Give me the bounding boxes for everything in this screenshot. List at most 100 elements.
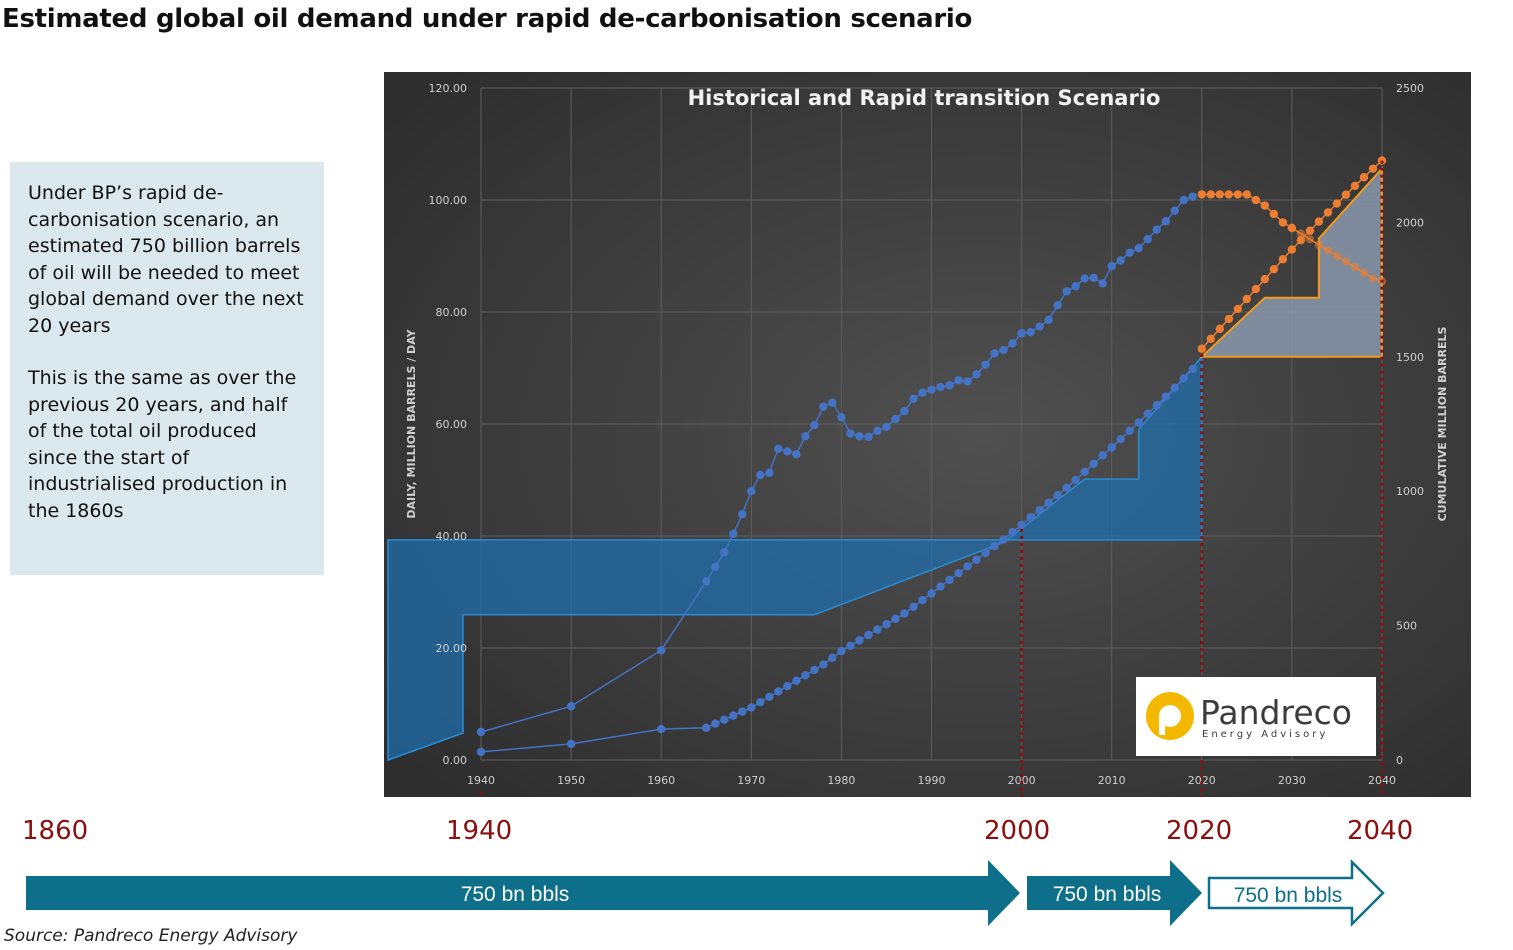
rapid-transition-cumulative-point bbox=[1278, 255, 1288, 264]
rapid-transition-cumulative-point bbox=[1314, 217, 1324, 226]
x-tick-label: 1960 bbox=[647, 774, 675, 787]
historical-cumulative-point bbox=[1134, 418, 1143, 427]
historical-cumulative-point bbox=[783, 681, 792, 691]
historical-cumulative-point bbox=[1026, 513, 1035, 522]
y-tick-label: 0.00 bbox=[443, 754, 468, 767]
historical-daily-demand-point bbox=[1116, 256, 1125, 265]
historical-daily-demand-point bbox=[999, 345, 1008, 355]
callout-paragraph-1: Under BP’s rapid de-carbonisation scenar… bbox=[28, 182, 304, 337]
historical-cumulative-point bbox=[810, 665, 819, 675]
y2-tick-label: 500 bbox=[1396, 620, 1417, 633]
page-title: Estimated global oil demand under rapid … bbox=[2, 4, 973, 34]
chart-title: Historical and Rapid transition Scenario bbox=[688, 86, 1161, 110]
historical-cumulative-point bbox=[873, 625, 882, 634]
historical-daily-demand-point bbox=[1107, 261, 1116, 271]
pandreco-logo: Pandreco Energy Advisory bbox=[1136, 677, 1376, 756]
y2-axis-label: CUMULATIVE MILLION BARRELS bbox=[1436, 327, 1449, 522]
y2-tick-label: 1000 bbox=[1396, 485, 1424, 498]
timeline-year-1860: 1860 bbox=[22, 816, 89, 846]
historical-daily-demand-point bbox=[1134, 243, 1143, 253]
historical-cumulative-point bbox=[756, 698, 765, 707]
rapid-transition-cumulative-point bbox=[1242, 294, 1252, 304]
historical-cumulative-point bbox=[1125, 426, 1134, 435]
historical-cumulative-line bbox=[480, 368, 1194, 753]
historical-cumulative-point bbox=[765, 692, 774, 702]
historical-daily-demand-point bbox=[828, 398, 837, 407]
historical-daily-demand-point bbox=[1035, 322, 1044, 331]
historical-cumulative-point bbox=[828, 653, 837, 663]
historical-cumulative-point bbox=[1062, 483, 1071, 492]
historical-daily-demand-line bbox=[480, 195, 1194, 733]
historical-daily-demand-point bbox=[702, 577, 711, 586]
historical-cumulative-point bbox=[1143, 409, 1152, 418]
arrow-2000-2020-label: 750 bn bbls bbox=[1053, 883, 1162, 906]
rapid-transition-cumulative-point bbox=[1305, 226, 1315, 235]
y2-tick-label: 0 bbox=[1396, 754, 1403, 767]
timeline-year-2000: 2000 bbox=[984, 816, 1051, 846]
historical-cumulative-point bbox=[882, 620, 891, 629]
arrow-1860-2000 bbox=[26, 860, 1020, 926]
y2-tick-label: 2500 bbox=[1396, 82, 1424, 95]
y-axis-label: DAILY, MILLION BARRELS / DAY bbox=[405, 328, 418, 518]
arrow-2020-2040 bbox=[1207, 858, 1385, 928]
historical-cumulative-point bbox=[819, 660, 828, 669]
historical-daily-demand-point bbox=[1179, 195, 1188, 205]
historical-daily-demand-point bbox=[774, 444, 783, 453]
historical-cumulative-point bbox=[1035, 505, 1044, 515]
arrow-2020-2040-label: 750 bn bbls bbox=[1234, 884, 1343, 907]
historical-cumulative-point bbox=[774, 687, 783, 696]
historical-daily-demand-point bbox=[657, 646, 666, 655]
rapid-transition-cumulative-point bbox=[1233, 304, 1243, 314]
historical-daily-demand-point bbox=[1170, 206, 1179, 215]
historical-cumulative-point bbox=[990, 542, 999, 551]
x-tick-label: 2040 bbox=[1368, 774, 1396, 787]
timeline-year-2020: 2020 bbox=[1166, 816, 1233, 846]
historical-cumulative-point bbox=[657, 724, 666, 734]
y-tick-label: 60.00 bbox=[436, 418, 468, 431]
historical-daily-demand-point bbox=[1125, 248, 1134, 257]
historical-cumulative-point bbox=[846, 641, 855, 650]
arrow-2000-2020 bbox=[1027, 860, 1202, 926]
rapid-transition-daily-demand-point bbox=[1332, 251, 1342, 261]
historical-daily-demand-point bbox=[720, 548, 729, 557]
historical-cumulative-point bbox=[1152, 400, 1161, 410]
timeline-arrows: 750 bn bbls 750 bn bbls 750 bn bbls bbox=[26, 858, 1385, 928]
historical-daily-demand-point bbox=[954, 376, 963, 385]
rapid-transition-daily-demand-point bbox=[1215, 190, 1225, 199]
historical-daily-demand-point bbox=[1053, 301, 1062, 310]
rapid-transition-daily-demand-point bbox=[1242, 190, 1252, 199]
historical-daily-demand-point bbox=[1044, 315, 1053, 325]
rapid-transition-daily-demand-point bbox=[1296, 229, 1306, 238]
historical-daily-demand-point bbox=[1098, 279, 1107, 288]
historical-cumulative-point bbox=[1098, 451, 1107, 460]
historical-daily-demand-point bbox=[1161, 217, 1170, 226]
historical-daily-demand-point bbox=[900, 406, 909, 416]
historical-cumulative-point bbox=[1170, 383, 1179, 392]
historical-daily-demand-point bbox=[1080, 274, 1089, 283]
x-tick-label: 2030 bbox=[1278, 774, 1306, 787]
source-note: Source: Pandreco Energy Advisory bbox=[4, 926, 298, 946]
historical-cumulative-point bbox=[891, 614, 900, 624]
historical-daily-demand-point bbox=[981, 360, 990, 369]
historical-cumulative-area bbox=[387, 354, 1203, 762]
historical-cumulative-point bbox=[963, 562, 972, 571]
historical-daily-demand-point bbox=[476, 727, 486, 737]
x-tick-label: 1970 bbox=[737, 774, 765, 787]
historical-cumulative-point bbox=[918, 595, 927, 605]
historical-cumulative-point bbox=[1017, 520, 1026, 529]
historical-cumulative-point bbox=[1116, 434, 1125, 444]
timeline-year-1940: 1940 bbox=[446, 816, 513, 846]
y-tick-label: 40.00 bbox=[436, 530, 468, 543]
historical-cumulative-point bbox=[1071, 475, 1080, 485]
historical-daily-demand-point bbox=[963, 377, 972, 386]
rapid-transition-cumulative-point bbox=[1368, 164, 1378, 173]
historical-daily-demand-point bbox=[864, 432, 873, 442]
rapid-transition-daily-demand-point bbox=[1269, 209, 1279, 219]
y2-tick-label: 2000 bbox=[1396, 216, 1424, 229]
rapid-transition-daily-demand-point bbox=[1278, 218, 1288, 227]
historical-cumulative-point bbox=[837, 646, 846, 656]
historical-cumulative-point bbox=[900, 609, 909, 618]
rapid-transition-daily-demand-point bbox=[1233, 190, 1243, 199]
historical-cumulative-point bbox=[476, 747, 486, 757]
rapid-transition-daily-demand-point bbox=[1314, 240, 1324, 249]
